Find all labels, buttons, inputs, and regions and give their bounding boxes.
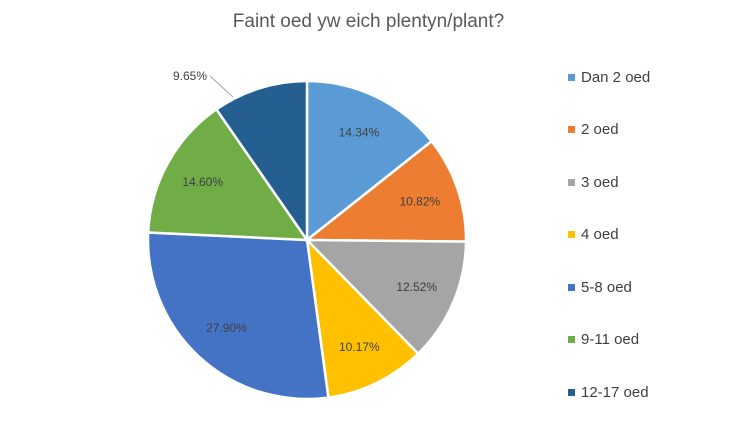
chart-title: Faint oed yw eich plentyn/plant? — [232, 11, 505, 32]
legend-item-6: 12-17 oed — [568, 382, 649, 402]
legend-label: Dan 2 oed — [581, 68, 651, 86]
pie-slice-2 — [305, 238, 468, 355]
legend-swatch — [568, 126, 575, 133]
legend-label: 2 oed — [581, 121, 619, 138]
data-label-6: 9.65% — [173, 69, 207, 83]
legend-label: 12-17 oed — [581, 383, 649, 401]
pie-slice-4 — [146, 231, 330, 401]
data-label-4: 27.90% — [206, 321, 247, 335]
legend-label: 3 oed — [581, 173, 619, 191]
legend-item-2: 3 oed — [568, 172, 619, 192]
legend-swatch — [568, 178, 575, 186]
legend-swatch — [568, 388, 575, 396]
data-label-5: 14.60% — [182, 175, 223, 189]
pie-slice-0 — [305, 79, 433, 242]
legend-swatch — [568, 73, 575, 81]
data-label-2: 12.52% — [396, 280, 437, 294]
pie-slice-1 — [305, 140, 468, 243]
legend-swatch — [568, 283, 575, 291]
data-label-3: 10.17% — [339, 340, 380, 354]
data-label-1: 10.82% — [399, 194, 440, 208]
pie-slice-6 — [215, 79, 309, 242]
legend-label: 4 oed — [581, 226, 619, 243]
legend-label: 5-8 oed — [581, 278, 632, 296]
data-label-0: 14.34% — [339, 126, 380, 140]
legend-item-1: 2 oed — [568, 120, 619, 140]
legend-item-5: 9-11 oed — [568, 330, 639, 350]
pie-slice-5 — [146, 108, 309, 242]
pie-slice-3 — [305, 238, 420, 399]
leader-line-6 — [209, 75, 234, 98]
legend-item-4: 5-8 oed — [568, 277, 632, 297]
legend-label: 9-11 oed — [581, 331, 640, 348]
legend-swatch — [568, 336, 575, 343]
legend-item-3: 4 oed — [568, 225, 619, 245]
legend-item-0: Dan 2 oed — [568, 67, 650, 87]
legend-swatch — [568, 231, 575, 238]
